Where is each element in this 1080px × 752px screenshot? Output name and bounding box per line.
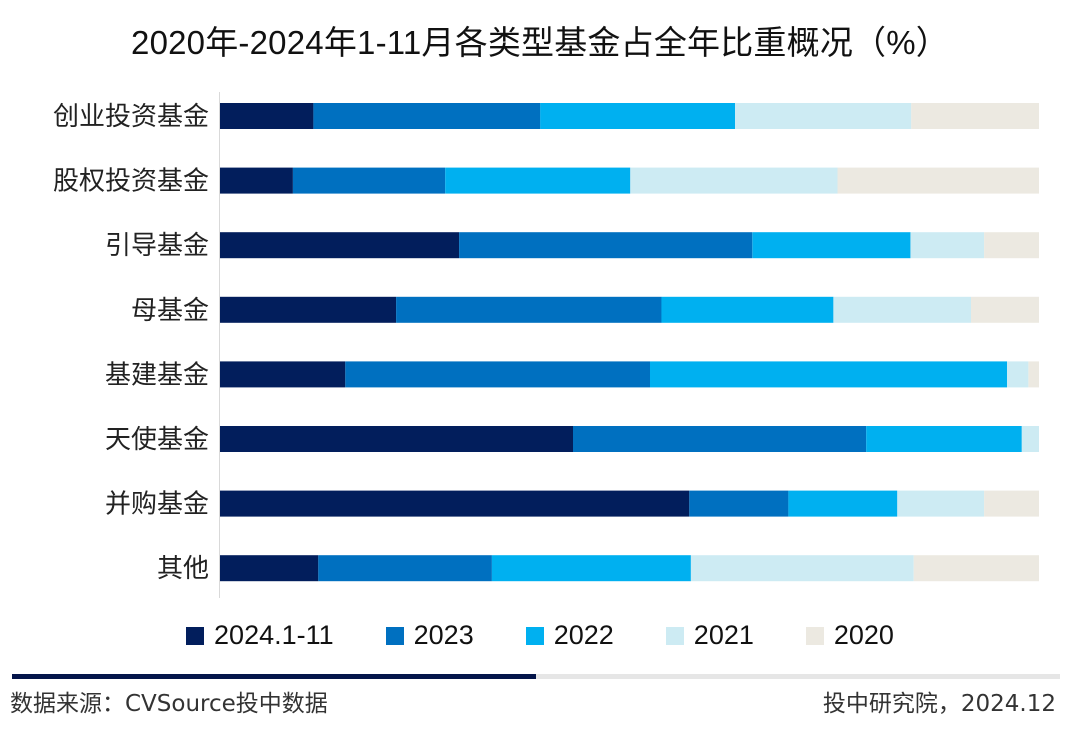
legend-item: 2020 (805, 620, 894, 651)
category-label: 其他 (157, 554, 209, 584)
legend-label: 2023 (413, 620, 474, 650)
legend-label: 2020 (833, 620, 894, 650)
bar-segment-2020 (913, 555, 1039, 582)
bar-segment-2023 (313, 103, 541, 129)
bar-segment-2024.1-11 (220, 296, 397, 323)
bar-segment-2022 (866, 426, 1022, 452)
category-label: 天使基金 (105, 425, 209, 455)
legend-item: 2024.1-11 (186, 620, 334, 651)
bar-segment-2022 (650, 361, 1008, 388)
legend-item: 2021 (665, 620, 754, 651)
data-source: 数据来源：CVSource投中数据 (10, 691, 328, 717)
category-label: 创业投资基金 (53, 102, 209, 132)
legend-label: 2024.1-11 (214, 620, 334, 650)
bar-segment-2023 (292, 167, 446, 194)
legend-swatch (805, 626, 824, 645)
bar-segment-2023 (345, 361, 650, 388)
bar-segment-2022 (752, 232, 911, 259)
bar-segment-2023 (459, 232, 753, 259)
bar-segment-2023 (318, 555, 492, 582)
bar-segment-2022 (491, 555, 691, 582)
category-label: 母基金 (131, 296, 209, 326)
legend-item: 2022 (525, 620, 614, 651)
bar-segment-2024.1-11 (220, 490, 690, 517)
footer-divider-light (536, 674, 1060, 679)
bar-segment-2020 (911, 103, 1039, 129)
chart-title: 2020年-2024年1-11月各类型基金占全年比重概况（%） (131, 24, 949, 61)
category-label: 并购基金 (105, 490, 209, 520)
bar-segment-2021 (1021, 426, 1039, 452)
bar-segment-2021 (735, 103, 912, 129)
bar-segment-2022 (445, 167, 631, 194)
category-label: 引导基金 (105, 231, 209, 261)
bar-segment-2022 (661, 296, 834, 323)
bar-segment-2021 (910, 232, 985, 259)
legend-swatch (525, 626, 544, 645)
bar-segment-2021 (833, 296, 971, 323)
credit: 投中研究院，2024.12 (822, 691, 1056, 717)
bar-segment-2020 (984, 232, 1039, 259)
bar-segment-2024.1-11 (220, 426, 573, 452)
bar-segment-2020 (837, 167, 1039, 194)
bar-segment-2020 (1028, 361, 1039, 388)
bar-segment-2020 (971, 296, 1039, 323)
bar-segment-2023 (689, 490, 789, 517)
bar-segment-2021 (897, 490, 985, 517)
bar-segment-2021 (1007, 361, 1029, 388)
legend-swatch (186, 626, 205, 645)
bar-segment-2021 (690, 555, 914, 582)
bar-segment-2024.1-11 (220, 167, 293, 194)
bar-segment-2021 (630, 167, 838, 194)
legend-label: 2021 (693, 620, 754, 650)
bar-segment-2024.1-11 (220, 103, 314, 129)
legend-label: 2022 (553, 620, 614, 650)
legend-swatch (385, 626, 404, 645)
legend: 2024.1-11 2023 2022 2021 2020 (0, 620, 1080, 651)
category-label: 股权投资基金 (53, 167, 209, 197)
legend-item: 2023 (385, 620, 474, 651)
bar-segment-2023 (573, 426, 867, 452)
footer-divider-dark (12, 674, 536, 679)
bar-segment-2022 (540, 103, 736, 129)
bar-segment-2020 (984, 490, 1039, 517)
legend-swatch (665, 626, 684, 645)
bar-segment-2022 (788, 490, 898, 517)
bar-segment-2024.1-11 (220, 361, 346, 388)
category-label: 基建基金 (105, 360, 209, 390)
bar-segment-2023 (396, 296, 662, 323)
bar-segment-2024.1-11 (220, 232, 460, 259)
bar-segment-2024.1-11 (220, 555, 319, 582)
